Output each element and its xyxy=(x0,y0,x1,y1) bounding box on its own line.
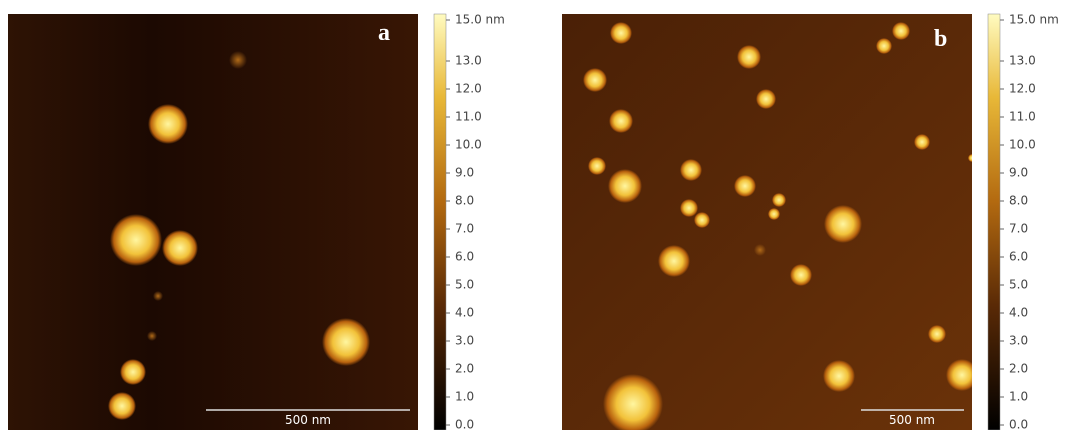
particle xyxy=(824,205,862,243)
particle xyxy=(110,214,162,266)
panel-label: a xyxy=(378,20,390,46)
particle xyxy=(694,212,710,228)
particle xyxy=(583,68,607,92)
colorbar-tick-label: 0.0 xyxy=(455,418,474,430)
particle xyxy=(968,154,976,162)
particle xyxy=(754,244,766,256)
particle xyxy=(148,104,188,144)
particle xyxy=(147,331,157,341)
afm-image-a xyxy=(8,14,418,430)
particle xyxy=(790,264,812,286)
particle xyxy=(914,134,930,150)
colorbar-tick-label: 11.0 xyxy=(455,110,482,124)
colorbar-tick-label: 13.0 xyxy=(1009,54,1036,68)
colorbar-tick-label: 9.0 xyxy=(1009,166,1028,180)
colorbar xyxy=(434,14,446,430)
colorbar-tick-label: 12.0 xyxy=(1009,82,1036,96)
colorbar-tick-label: 0.0 xyxy=(1009,418,1028,430)
colorbar-tick-label: 4.0 xyxy=(1009,306,1028,320)
particle xyxy=(892,22,910,40)
colorbar-tick-label: 10.0 xyxy=(1009,138,1036,152)
colorbar-tick-label: 5.0 xyxy=(455,278,474,292)
colorbar-tick-label: 11.0 xyxy=(1009,110,1036,124)
particle xyxy=(680,159,702,181)
particle xyxy=(768,208,780,220)
afm-image-b xyxy=(562,14,972,430)
colorbar-tick-label: 8.0 xyxy=(1009,194,1028,208)
colorbar-tick-label: 10.0 xyxy=(455,138,482,152)
colorbar-tick-label: 15.0 nm xyxy=(1009,13,1059,27)
particle xyxy=(322,318,370,366)
particle xyxy=(823,360,855,392)
colorbar-tick-label: 12.0 xyxy=(455,82,482,96)
colorbar-tick-label: 15.0 nm xyxy=(455,13,505,27)
particle xyxy=(658,245,690,277)
colorbar-tick-label: 2.0 xyxy=(1009,362,1028,376)
particle xyxy=(928,325,946,343)
figure: a b 500 nm 500 nm 15.0 nm 13.0 12.0 11.0 10.… xyxy=(0,0,1066,430)
particle xyxy=(756,89,776,109)
scale-bar-label: 500 nm xyxy=(285,413,331,427)
particle xyxy=(610,22,632,44)
colorbar-tick-label: 4.0 xyxy=(455,306,474,320)
colorbar-tick-label: 7.0 xyxy=(1009,222,1028,236)
particle xyxy=(153,291,163,301)
colorbar-tick-label: 2.0 xyxy=(455,362,474,376)
particle xyxy=(772,193,786,207)
particle xyxy=(229,51,247,69)
colorbar-tick-label: 7.0 xyxy=(455,222,474,236)
particle xyxy=(680,199,698,217)
colorbar-tick-label: 5.0 xyxy=(1009,278,1028,292)
colorbar-tick-label: 1.0 xyxy=(1009,390,1028,404)
colorbar-tick-label: 1.0 xyxy=(455,390,474,404)
colorbar-tick-label: 3.0 xyxy=(1009,334,1028,348)
panel-label: b xyxy=(934,26,947,52)
particle xyxy=(588,157,606,175)
colorbar-tick-label: 13.0 xyxy=(455,54,482,68)
particle xyxy=(737,45,761,69)
colorbar-tick-label: 3.0 xyxy=(455,334,474,348)
particle xyxy=(608,169,642,203)
particle xyxy=(609,109,633,133)
colorbar-tick-label: 6.0 xyxy=(1009,250,1028,264)
particle xyxy=(946,359,978,391)
scale-bar-label: 500 nm xyxy=(889,413,935,427)
colorbar-tick-label: 9.0 xyxy=(455,166,474,180)
particle xyxy=(108,392,136,420)
colorbar-tick-label: 6.0 xyxy=(455,250,474,264)
particle xyxy=(120,359,146,385)
colorbar-tick-label: 8.0 xyxy=(455,194,474,208)
colorbar xyxy=(988,14,1000,430)
particle xyxy=(734,175,756,197)
particle xyxy=(162,230,198,266)
particle xyxy=(876,38,892,54)
